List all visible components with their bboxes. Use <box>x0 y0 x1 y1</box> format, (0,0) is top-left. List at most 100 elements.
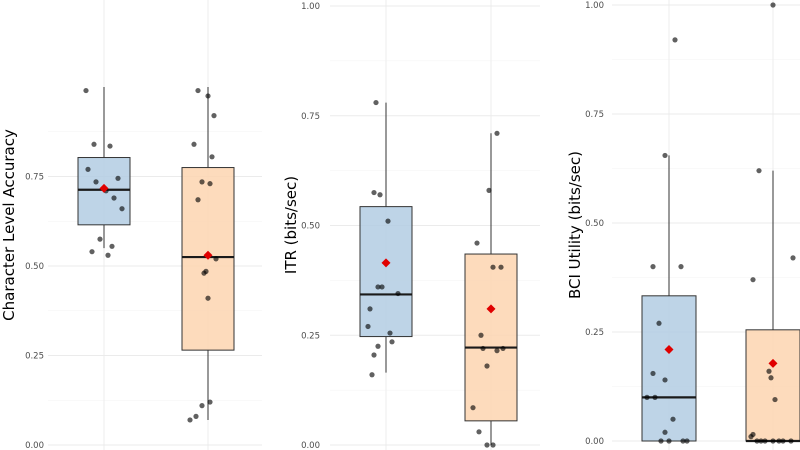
mean-marker <box>486 304 496 314</box>
mean-marker <box>203 250 213 260</box>
data-point <box>365 323 371 330</box>
data-point <box>91 141 97 147</box>
data-point <box>93 179 99 185</box>
data-point <box>662 377 668 383</box>
data-point <box>470 405 476 411</box>
data-point <box>209 154 215 160</box>
data-point <box>395 290 401 297</box>
data-point <box>201 270 207 276</box>
data-point <box>748 434 754 440</box>
data-point <box>494 130 500 136</box>
y-tick-label: 1.00 <box>301 2 320 12</box>
data-point <box>776 438 782 444</box>
y-tick-label: 0.25 <box>301 331 320 341</box>
panel-itr: 0.00 0.25 0.50 0.75 1.00 ITR (bits/sec) <box>282 0 540 450</box>
data-point <box>476 429 482 435</box>
data-point <box>375 343 381 349</box>
data-point <box>756 168 762 174</box>
panel-character-level-accuracy: 0.00 0.25 0.50 0.75 Character Level Accuracy <box>0 0 262 450</box>
data-point <box>379 284 385 290</box>
box-group-2 <box>464 130 518 448</box>
data-point <box>85 166 91 172</box>
data-point <box>484 363 490 369</box>
data-point <box>490 264 496 270</box>
data-point <box>387 330 393 336</box>
data-point <box>656 320 662 326</box>
data-point <box>195 197 201 203</box>
data-point <box>766 368 772 374</box>
data-point <box>484 442 490 448</box>
data-point <box>478 332 484 338</box>
data-point <box>205 295 211 301</box>
y-tick-label: 0.50 <box>25 262 44 272</box>
y-tick-label: 0.75 <box>585 110 604 120</box>
y-axis-title: ITR (bits/sec) <box>282 176 300 274</box>
data-point <box>770 2 776 8</box>
data-point <box>195 87 201 94</box>
panel-bci-utility: 0.00 0.25 0.50 0.75 1.00 BCI Utility (bits/se… <box>566 0 800 450</box>
data-point <box>89 249 95 255</box>
data-point <box>211 113 217 119</box>
data-point <box>498 264 504 270</box>
data-point <box>207 399 213 405</box>
data-point <box>678 264 684 270</box>
data-point <box>205 93 211 99</box>
data-point <box>191 141 197 147</box>
data-point <box>666 438 672 444</box>
mean-marker <box>381 258 391 268</box>
iqr-box <box>745 329 800 442</box>
mean-marker <box>99 183 109 193</box>
y-tick-label: 0.75 <box>25 173 44 183</box>
data-point <box>790 255 796 261</box>
data-point <box>375 284 381 290</box>
data-point <box>83 87 89 94</box>
y-tick-label: 1.00 <box>585 1 604 11</box>
data-point <box>662 152 668 159</box>
data-point <box>762 438 768 444</box>
data-point <box>111 195 117 201</box>
data-point <box>213 256 219 262</box>
y-tick-label: 0.50 <box>301 222 320 232</box>
data-point <box>662 429 668 435</box>
data-point <box>644 394 650 400</box>
box-group-1 <box>641 37 697 444</box>
data-point <box>754 438 760 444</box>
data-point <box>684 438 690 444</box>
data-point <box>474 240 480 246</box>
data-point <box>371 352 377 358</box>
data-point <box>369 372 375 378</box>
data-point <box>652 394 658 400</box>
data-point <box>780 438 786 444</box>
data-point <box>758 438 764 444</box>
mean-marker <box>664 344 674 354</box>
data-point <box>650 370 656 377</box>
data-point <box>650 264 656 270</box>
box-group-2 <box>745 2 800 444</box>
data-point <box>389 339 395 345</box>
data-point <box>105 252 111 258</box>
data-point <box>371 189 377 196</box>
data-point <box>490 442 496 448</box>
mean-marker <box>768 358 778 368</box>
y-tick-label: 0.00 <box>585 437 604 447</box>
iqr-box <box>464 253 518 422</box>
data-point <box>658 438 664 444</box>
data-point <box>494 348 500 354</box>
data-point <box>367 306 373 312</box>
data-point <box>486 187 492 193</box>
y-axis-title: Character Level Accuracy <box>0 129 18 321</box>
box-group-2 <box>181 87 235 423</box>
data-point <box>107 143 113 149</box>
data-point <box>788 438 794 444</box>
data-point <box>207 181 213 187</box>
iqr-box <box>359 206 413 338</box>
data-point <box>193 413 199 419</box>
data-point <box>770 438 776 444</box>
data-point <box>680 438 686 444</box>
data-point <box>772 396 778 403</box>
data-point <box>670 416 676 422</box>
y-tick-label: 0.50 <box>585 219 604 229</box>
data-point <box>115 175 121 181</box>
y-tick-label: 0.00 <box>25 441 44 450</box>
